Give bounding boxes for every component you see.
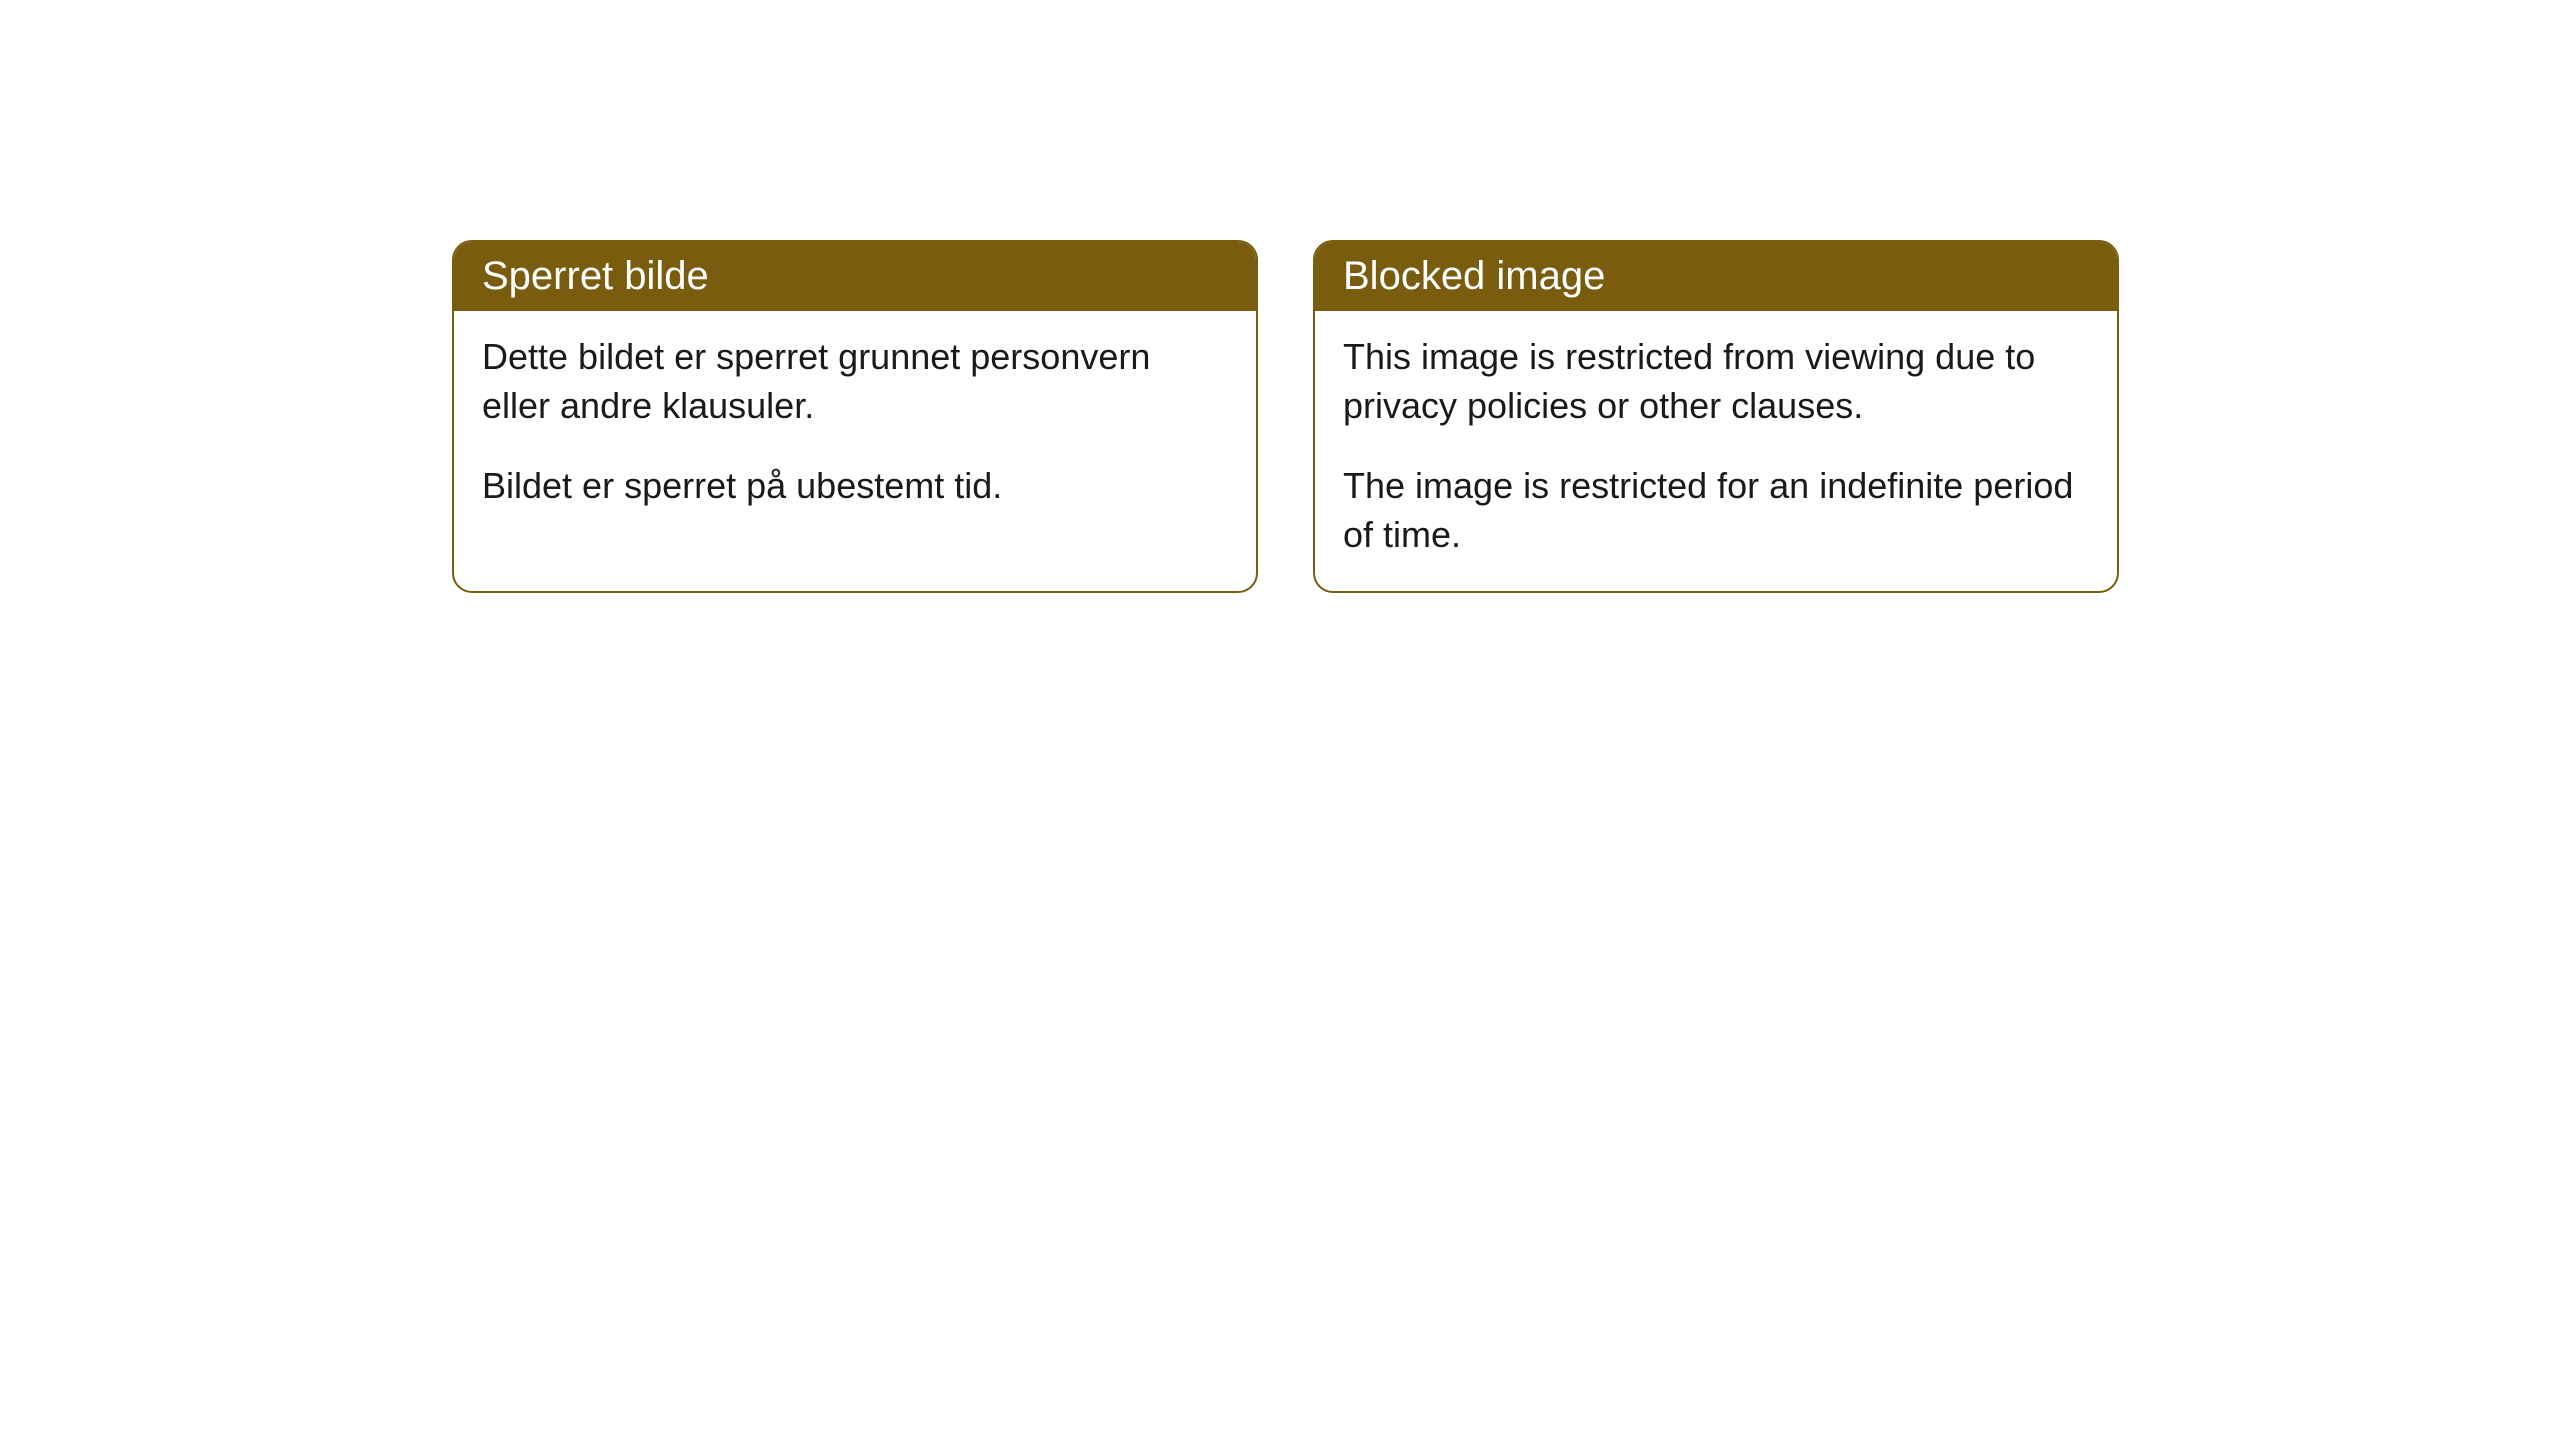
card-paragraph: Bildet er sperret på ubestemt tid. <box>482 462 1228 511</box>
card-header: Sperret bilde <box>454 242 1256 311</box>
notice-card-norwegian: Sperret bilde Dette bildet er sperret gr… <box>452 240 1258 593</box>
card-body: This image is restricted from viewing du… <box>1315 311 2117 591</box>
card-paragraph: This image is restricted from viewing du… <box>1343 333 2089 430</box>
card-paragraph: Dette bildet er sperret grunnet personve… <box>482 333 1228 430</box>
card-body: Dette bildet er sperret grunnet personve… <box>454 311 1256 543</box>
card-title: Sperret bilde <box>482 254 709 298</box>
card-title: Blocked image <box>1343 254 1605 298</box>
card-paragraph: The image is restricted for an indefinit… <box>1343 462 2089 559</box>
card-header: Blocked image <box>1315 242 2117 311</box>
notice-card-english: Blocked image This image is restricted f… <box>1313 240 2119 593</box>
notice-container: Sperret bilde Dette bildet er sperret gr… <box>452 240 2119 593</box>
